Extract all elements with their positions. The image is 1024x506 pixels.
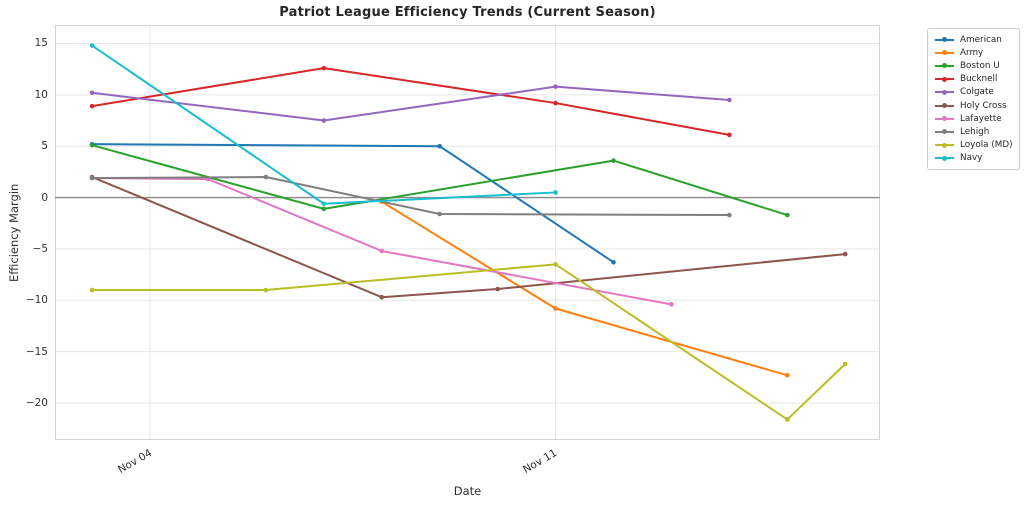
legend-marker-dot: [942, 89, 947, 95]
legend-marker-dot: [942, 116, 947, 122]
legend-marker-dot: [942, 50, 947, 56]
chart-title: Patriot League Efficiency Trends (Curren…: [279, 5, 656, 20]
legend-item: Colgate: [935, 86, 1013, 99]
data-point-boston-u: [321, 206, 327, 212]
y-tick-label: 15: [34, 37, 48, 50]
legend-label: Loyola (MD): [960, 140, 1013, 151]
legend-line-swatch: [935, 103, 954, 109]
data-point-loyola-md: [89, 287, 95, 293]
legend-item: Navy: [935, 152, 1013, 165]
legend-item: Lafayette: [935, 112, 1013, 125]
data-point-navy: [553, 190, 558, 195]
data-point-lafayette: [669, 302, 674, 307]
data-point-boston-u: [89, 142, 95, 148]
data-point-american: [437, 143, 442, 149]
legend-label: Bucknell: [960, 74, 998, 85]
data-point-boston-u: [785, 212, 790, 218]
data-point-boston-u: [611, 158, 616, 163]
series-line-boston-u: [91, 144, 789, 217]
legend-label: American: [960, 34, 1002, 45]
data-point-colgate: [553, 84, 558, 89]
legend-line-swatch: [935, 89, 954, 95]
legend-marker-dot: [942, 129, 947, 135]
data-point-lehigh: [727, 212, 732, 218]
data-point-lafayette: [379, 248, 385, 254]
data-point-navy: [89, 43, 95, 48]
legend-item: Army: [935, 46, 1013, 59]
data-point-loyola-md: [842, 361, 848, 367]
legend-line-swatch: [935, 50, 954, 56]
series-line-colgate: [91, 85, 731, 122]
legend-marker-dot: [942, 142, 947, 148]
legend-item: Boston U: [935, 59, 1013, 72]
series-line-lehigh: [91, 176, 731, 217]
data-point-holy-cross: [379, 294, 385, 300]
legend-item: American: [935, 33, 1013, 46]
legend-marker-dot: [942, 155, 947, 161]
y-tick-label: −10: [25, 294, 48, 307]
legend-line-swatch: [935, 63, 954, 69]
legend-label: Colgate: [960, 87, 994, 98]
data-point-holy-cross: [842, 251, 848, 257]
legend-line-swatch: [935, 37, 954, 43]
data-point-navy: [321, 201, 327, 207]
data-point-bucknell: [553, 100, 558, 106]
data-point-lehigh: [437, 211, 442, 217]
y-tick-label: 0: [41, 191, 48, 204]
data-point-colgate: [89, 90, 95, 96]
legend-line-swatch: [935, 116, 954, 122]
data-point-bucknell: [321, 65, 327, 71]
y-tick-label: 10: [34, 88, 48, 101]
legend-item: Bucknell: [935, 73, 1013, 86]
data-point-american: [611, 259, 616, 265]
data-point-lehigh: [89, 175, 95, 181]
data-point-colgate: [727, 97, 732, 103]
series-line-bucknell: [91, 67, 731, 136]
legend-marker-dot: [942, 103, 947, 109]
y-tick-label: 5: [41, 140, 48, 153]
data-point-bucknell: [89, 103, 95, 109]
series-line-holy-cross: [91, 176, 847, 299]
legend-marker-dot: [942, 37, 947, 43]
legend-marker-dot: [942, 76, 947, 82]
legend-label: Lehigh: [960, 126, 990, 137]
legend-line-swatch: [935, 155, 954, 161]
legend-label: Holy Cross: [960, 100, 1007, 111]
legend-line-swatch: [935, 129, 954, 135]
legend-item: Loyola (MD): [935, 139, 1013, 152]
y-tick-label: −5: [32, 242, 48, 255]
data-point-loyola-md: [553, 262, 558, 267]
data-point-bucknell: [727, 132, 732, 138]
legend-item: Holy Cross: [935, 99, 1013, 112]
series-line-loyola-md: [91, 263, 847, 421]
y-tick-label: −20: [25, 397, 48, 410]
y-tick-label: −15: [25, 345, 48, 358]
data-point-lehigh: [263, 174, 269, 180]
legend: American Army Boston U Bucknell Colgate Holy …: [927, 28, 1020, 170]
data-point-loyola-md: [785, 417, 790, 422]
legend-item: Lehigh: [935, 125, 1013, 138]
data-point-holy-cross: [495, 286, 500, 292]
x-axis-label: Date: [453, 484, 482, 498]
data-point-army: [785, 372, 790, 378]
legend-marker-dot: [942, 63, 947, 69]
legend-label: Army: [960, 47, 984, 58]
legend-label: Navy: [960, 153, 983, 164]
plot-border: [55, 25, 880, 440]
data-point-colgate: [321, 118, 327, 123]
data-point-loyola-md: [263, 287, 269, 293]
legend-line-swatch: [935, 142, 954, 148]
legend-line-swatch: [935, 76, 954, 82]
data-point-army: [553, 306, 558, 311]
legend-label: Boston U: [960, 60, 1000, 71]
legend-label: Lafayette: [960, 113, 1002, 124]
